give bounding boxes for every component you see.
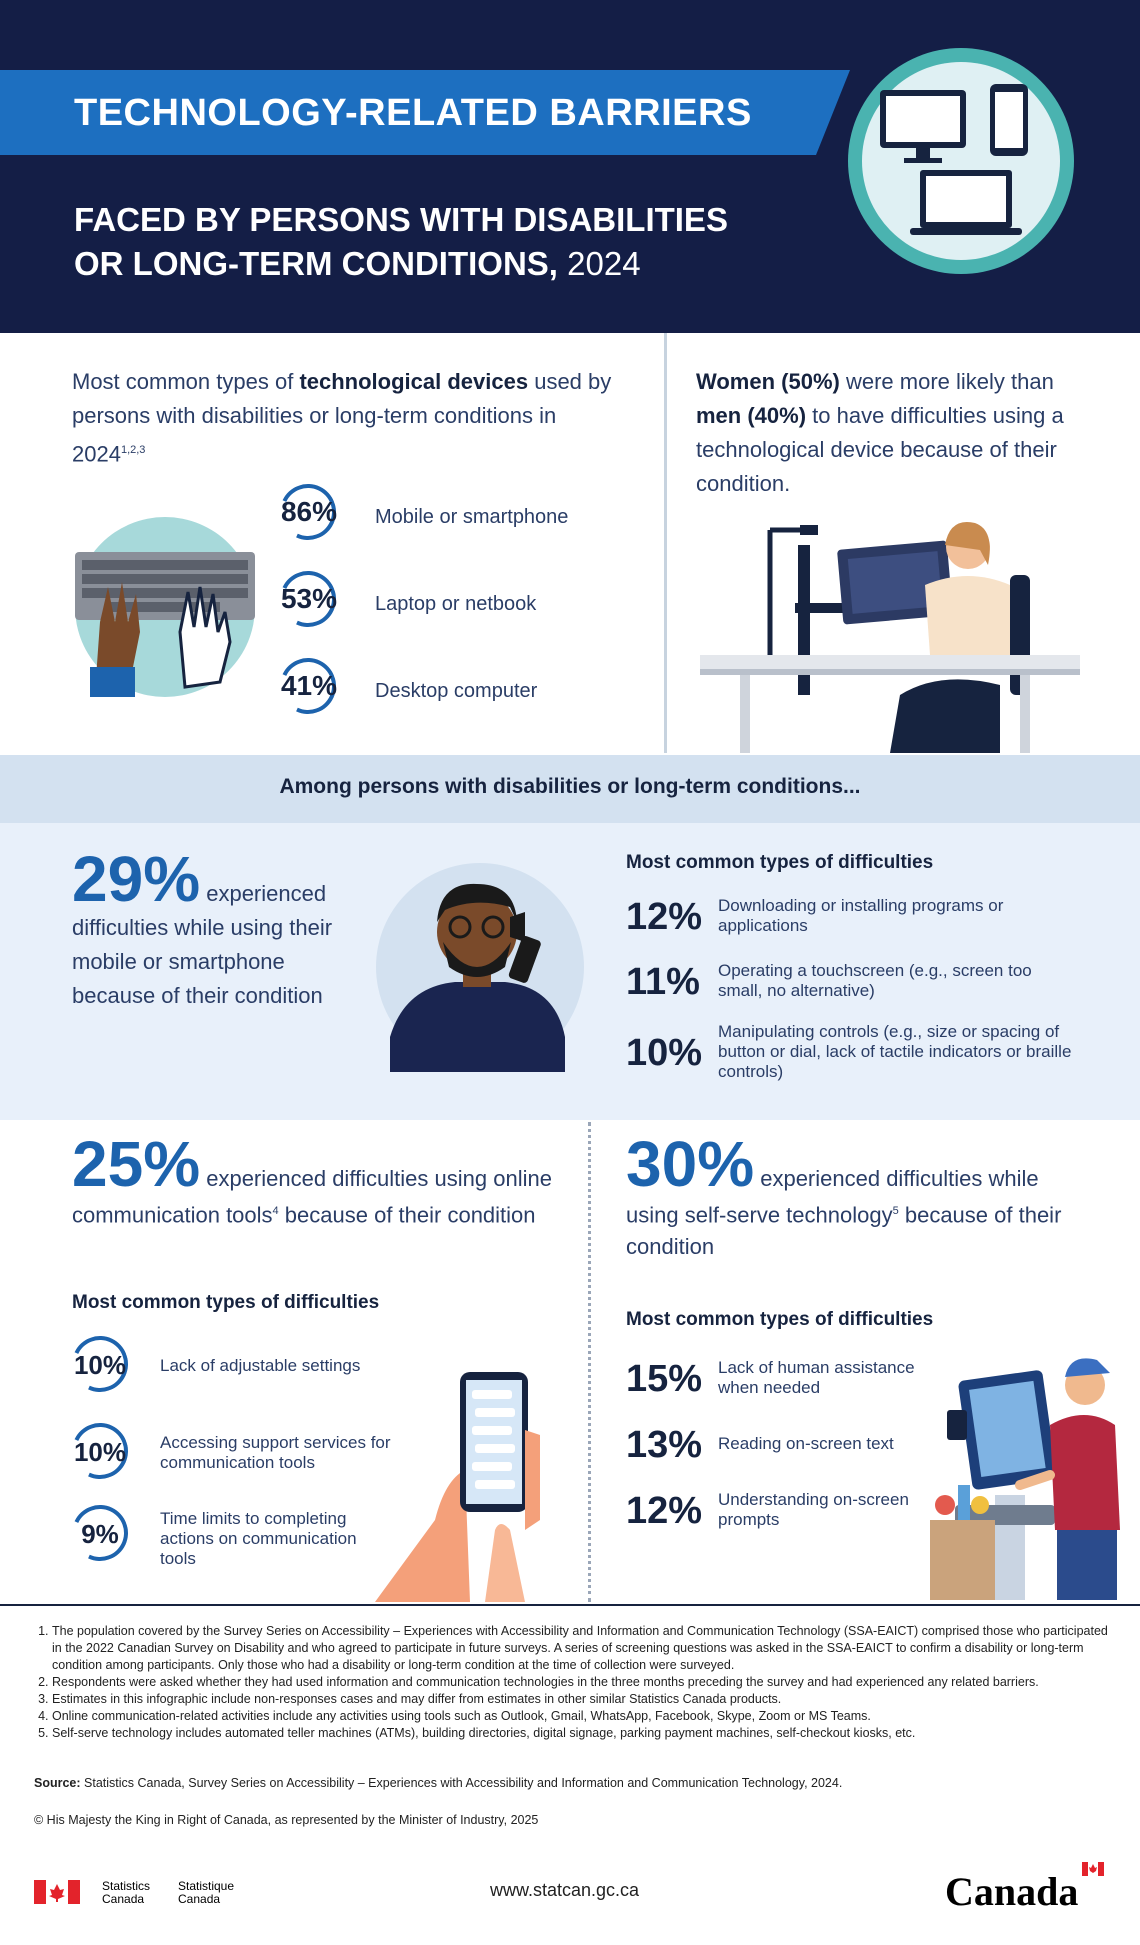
footnote: The population covered by the Survey Ser… (52, 1623, 1120, 1674)
diff-label: Time limits to completing actions on com… (160, 1509, 357, 1568)
section-band (0, 755, 1140, 823)
selfserve-diff-heading: Most common types of difficulties (626, 1309, 934, 1330)
footnote: Self-serve technology includes automated… (52, 1725, 1120, 1742)
diff-label: Manipulating controls (e.g., size or spa… (718, 1022, 1072, 1081)
title-band (0, 70, 850, 155)
canada-flag-icon (34, 1880, 80, 1904)
online-stat: 25% experienced difficulties using onlin… (72, 1128, 552, 1228)
woman-at-desk-illustration (700, 521, 1080, 753)
statcan-logo-en: Statistics Canada (102, 1879, 151, 1906)
device-pct: 53% (280, 583, 338, 614)
device-label: Desktop computer (375, 680, 538, 702)
wordmark-flag-icon (1082, 1862, 1104, 1876)
keyboard-hands-illustration (75, 517, 255, 697)
selfserve-stat: 30% experienced difficulties while using… (626, 1128, 1062, 1260)
diff-pct: 13% (626, 1424, 703, 1466)
mobile-stat: 29% experienced difficulties while using… (72, 843, 333, 1008)
diff-pct: 12% (626, 1490, 703, 1532)
self-checkout-illustration (930, 1358, 1120, 1600)
diff-pct: 11% (626, 961, 700, 1003)
footnote: Respondents were asked whether they had … (52, 1674, 1120, 1691)
diff-pct: 10% (73, 1350, 127, 1380)
subtitle-year: 2024 (567, 245, 641, 282)
diff-label: Lack of human assistance when needed (718, 1358, 915, 1397)
footer-rule (0, 1604, 1140, 1606)
mobile-diff-heading: Most common types of difficulties (626, 852, 934, 873)
statcan-logo-fr: Statistique Canada (178, 1879, 235, 1906)
footnote: Estimates in this infographic include no… (52, 1691, 1120, 1708)
footnotes: The population covered by the Survey Ser… (30, 1623, 1120, 1742)
diff-pct: 12% (626, 896, 703, 938)
device-pct: 86% (280, 496, 338, 527)
gender-statement: Women (50%) were more likely than men (4… (696, 369, 1064, 496)
diff-pct: 9% (81, 1519, 119, 1549)
hand-with-phone-illustration (375, 1372, 540, 1602)
diff-label: Accessing support services for communica… (160, 1433, 391, 1472)
devices-icon (880, 84, 1028, 235)
man-on-phone-illustration (376, 863, 584, 1072)
diff-label: Operating a touchscreen (e.g., screen to… (718, 961, 1032, 1000)
diff-pct: 10% (626, 1032, 703, 1074)
page-subtitle: FACED BY PERSONS WITH DISABILITIES OR LO… (74, 201, 728, 282)
dotted-divider (588, 1122, 591, 1602)
website-link[interactable]: www.statcan.gc.ca (490, 1880, 640, 1900)
online-diff-heading: Most common types of difficulties (72, 1292, 380, 1313)
footnote: Online communication-related activities … (52, 1708, 1120, 1725)
divider (664, 333, 667, 753)
mobile-pct: 29% (72, 843, 201, 915)
diff-label: Reading on-screen text (718, 1434, 894, 1453)
devices-lead: Most common types of technological devic… (72, 369, 612, 467)
diff-label: Downloading or installing programs or ap… (718, 896, 1004, 935)
canada-wordmark: Canada (945, 1869, 1079, 1914)
band-heading: Among persons with disabilities or long-… (279, 775, 861, 798)
device-label: Laptop or netbook (375, 593, 537, 615)
source-note: Source: Statistics Canada, Survey Series… (34, 1776, 843, 1790)
selfserve-pct: 30% (626, 1128, 755, 1200)
copyright: © His Majesty the King in Right of Canad… (34, 1813, 539, 1827)
diff-pct: 15% (626, 1358, 703, 1400)
device-pct: 41% (280, 670, 338, 701)
device-label: Mobile or smartphone (375, 506, 569, 528)
diff-label: Lack of adjustable settings (160, 1356, 361, 1375)
online-pct: 25% (72, 1128, 201, 1200)
diff-label: Understanding on-screen prompts (718, 1490, 909, 1529)
page-title: TECHNOLOGY-RELATED BARRIERS (74, 92, 752, 134)
diff-pct: 10% (73, 1437, 127, 1467)
